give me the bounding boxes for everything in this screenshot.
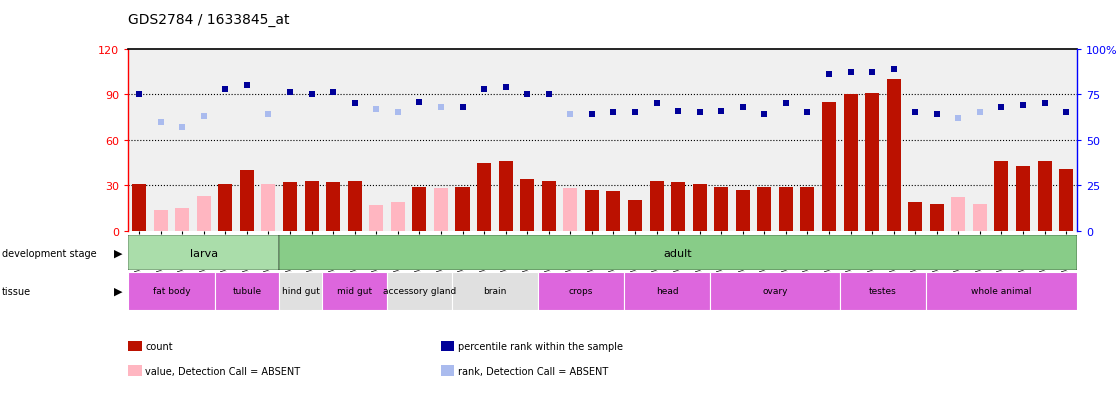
Bar: [348, 181, 362, 231]
Bar: [908, 202, 922, 231]
Bar: [520, 180, 535, 231]
Bar: [434, 189, 448, 231]
Bar: [128, 235, 279, 271]
Text: ▶: ▶: [114, 286, 123, 296]
Bar: [951, 198, 965, 231]
Bar: [735, 190, 750, 231]
Bar: [671, 183, 685, 231]
Text: tissue: tissue: [2, 286, 31, 296]
Bar: [865, 93, 879, 231]
Bar: [800, 188, 815, 231]
Bar: [455, 188, 470, 231]
Text: ▶: ▶: [114, 248, 123, 258]
Bar: [279, 235, 1077, 271]
Bar: [930, 204, 944, 231]
Bar: [413, 188, 426, 231]
Bar: [714, 188, 729, 231]
Bar: [779, 188, 792, 231]
Bar: [994, 161, 1009, 231]
Bar: [279, 273, 323, 310]
Bar: [196, 197, 211, 231]
Bar: [839, 273, 926, 310]
Bar: [175, 209, 190, 231]
Bar: [564, 189, 577, 231]
Text: mid gut: mid gut: [337, 287, 373, 296]
Text: adult: adult: [664, 248, 692, 258]
Bar: [240, 171, 254, 231]
Bar: [758, 188, 771, 231]
Text: value, Detection Call = ABSENT: value, Detection Call = ABSENT: [145, 366, 300, 376]
Bar: [1016, 166, 1030, 231]
Bar: [926, 273, 1077, 310]
Text: head: head: [656, 287, 679, 296]
Bar: [822, 102, 836, 231]
Bar: [606, 192, 620, 231]
Text: tubule: tubule: [232, 287, 261, 296]
Bar: [305, 181, 318, 231]
Bar: [214, 273, 279, 310]
Bar: [128, 273, 214, 310]
Bar: [219, 184, 232, 231]
Bar: [391, 202, 405, 231]
Text: ovary: ovary: [762, 287, 788, 296]
Bar: [585, 190, 599, 231]
Bar: [132, 184, 146, 231]
Text: development stage: development stage: [2, 248, 97, 258]
Bar: [887, 80, 901, 231]
Bar: [628, 201, 642, 231]
Bar: [541, 181, 556, 231]
Bar: [711, 273, 839, 310]
Bar: [261, 184, 276, 231]
Text: GDS2784 / 1633845_at: GDS2784 / 1633845_at: [128, 13, 290, 27]
Bar: [477, 163, 491, 231]
Text: rank, Detection Call = ABSENT: rank, Detection Call = ABSENT: [458, 366, 608, 376]
Text: larva: larva: [190, 248, 218, 258]
Bar: [1059, 169, 1074, 231]
Bar: [323, 273, 387, 310]
Bar: [624, 273, 711, 310]
Bar: [538, 273, 624, 310]
Bar: [452, 273, 538, 310]
Bar: [1038, 161, 1051, 231]
Text: whole animal: whole animal: [971, 287, 1031, 296]
Bar: [369, 206, 383, 231]
Text: percentile rank within the sample: percentile rank within the sample: [458, 341, 623, 351]
Bar: [387, 273, 452, 310]
Bar: [693, 184, 706, 231]
Text: brain: brain: [483, 287, 507, 296]
Text: testes: testes: [869, 287, 897, 296]
Text: accessory gland: accessory gland: [383, 287, 456, 296]
Text: fat body: fat body: [153, 287, 190, 296]
Bar: [650, 181, 664, 231]
Bar: [326, 183, 340, 231]
Text: crops: crops: [569, 287, 594, 296]
Bar: [283, 183, 297, 231]
Bar: [844, 95, 857, 231]
Text: count: count: [145, 341, 173, 351]
Bar: [499, 161, 512, 231]
Bar: [973, 204, 987, 231]
Text: hind gut: hind gut: [282, 287, 320, 296]
Bar: [154, 210, 167, 231]
